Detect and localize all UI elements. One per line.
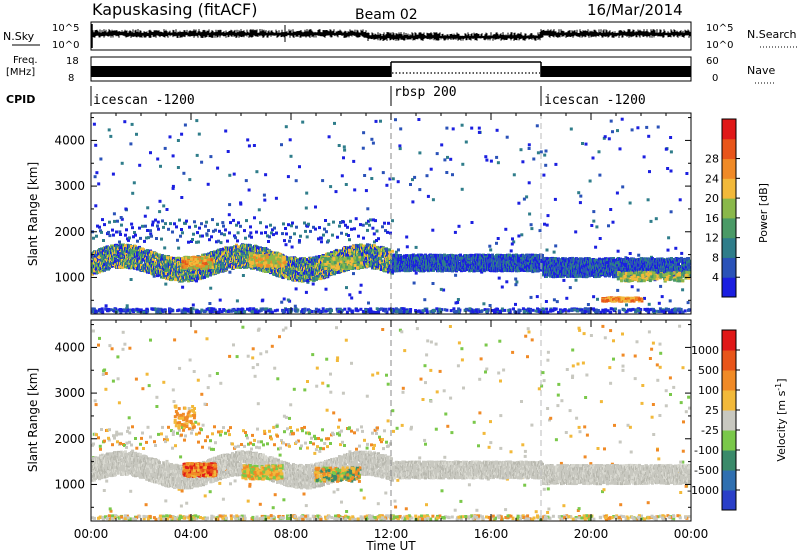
- colorbar-tick-label: 100: [698, 384, 719, 397]
- ytick-label: 2000: [54, 432, 85, 446]
- ytick-label: 1000: [54, 477, 85, 491]
- colorbar-swatch: [722, 350, 736, 371]
- freq-tick-bottom: 8: [68, 73, 74, 84]
- colorbar-swatch: [722, 450, 736, 471]
- ytick-label: 3000: [54, 179, 85, 193]
- nave-label: Nave: [747, 64, 775, 77]
- colorbar-tick-label: -25: [701, 424, 719, 437]
- nsky-label: N.Sky: [3, 30, 35, 43]
- colorbar-tick-label: 500: [698, 364, 719, 377]
- cpid-segment-2: rbsp 200: [394, 85, 457, 100]
- freq-block-3: [541, 66, 691, 77]
- colorbar-tick-label: -500: [694, 464, 719, 477]
- colorbar-tick-label: 28: [705, 153, 719, 166]
- beam-title: Beam 02: [355, 7, 418, 23]
- colorbar-swatch: [722, 470, 736, 491]
- colorbar-tick-label: -1000: [687, 484, 719, 497]
- colorbar-tick-label: 4: [712, 271, 719, 284]
- time-tick-label: 12:00: [374, 527, 409, 541]
- nsearch-tick-bottom: 10^0: [706, 40, 733, 51]
- nave-tick-bottom: 0: [712, 73, 718, 84]
- nave-tick-top: 60: [706, 56, 719, 67]
- colorbar-tick-label: 20: [705, 192, 719, 205]
- cpid-segment-1: icescan -1200: [93, 93, 195, 108]
- time-axis: 00:00 04:00 08:00 12:00 16:00 20:00 00:00: [74, 113, 709, 541]
- colorbar-tick-label: 1000: [691, 344, 719, 357]
- nsearch-tick-top: 10^5: [706, 23, 733, 34]
- cpid-label: CPID: [6, 93, 35, 106]
- nsky-tick-bottom: 10^0: [52, 40, 79, 51]
- colorbar-swatch: [722, 370, 736, 391]
- colorbar-tick-label: -100: [694, 444, 719, 457]
- nsky-tick-top: 10^5: [52, 23, 79, 34]
- colorbar-swatch: [722, 410, 736, 431]
- velocity-data: [91, 324, 691, 521]
- nsky-trace-line: [90, 29, 692, 41]
- colorbar-swatch: [722, 490, 736, 511]
- colorbar-swatch: [722, 277, 736, 298]
- colorbar-swatch: [722, 178, 736, 199]
- ytick-label: 4000: [54, 340, 85, 354]
- colorbar-swatch: [722, 217, 736, 239]
- freq-block-1: [91, 66, 391, 77]
- ytick-label: 1000: [54, 270, 85, 284]
- power-data: [91, 117, 691, 314]
- ytick-label: 2000: [54, 225, 85, 239]
- time-tick-label: 20:00: [574, 527, 609, 541]
- colorbar-swatch: [722, 430, 736, 451]
- freq-tick-top: 18: [66, 56, 79, 67]
- colorbar-swatch: [722, 198, 736, 219]
- time-tick-label: 00:00: [674, 527, 709, 541]
- colorbar-swatch: [722, 138, 736, 160]
- power-cbar-label: Power [dB]: [757, 183, 770, 243]
- nsky-strip: N.Sky 10^5 10^0 10^5 10^0 N.Search: [3, 21, 798, 51]
- power-ylabel: Slant Range [km]: [26, 162, 40, 266]
- freq-strip: Freq. [MHz] 18 8 60 0 Nave: [6, 55, 775, 84]
- time-tick-label: 08:00: [274, 527, 309, 541]
- colorbar-tick-label: 25: [705, 404, 719, 417]
- ytick-label: 4000: [54, 133, 85, 147]
- colorbar-swatch: [722, 119, 736, 140]
- nsky-trace: [90, 24, 692, 48]
- cpid-segment-3: icescan -1200: [544, 93, 646, 108]
- velocity-ylabel: Slant Range [km]: [26, 368, 40, 472]
- colorbar-tick-label: 16: [705, 212, 719, 225]
- colorbar-swatch: [722, 330, 736, 351]
- nsearch-label: N.Search: [747, 28, 797, 41]
- ytick-label: 3000: [54, 386, 85, 400]
- time-tick-label: 16:00: [474, 527, 509, 541]
- time-tick-label: 00:00: [74, 527, 109, 541]
- velocity-cbar-label: Velocity [m s-1]: [774, 378, 789, 461]
- cpid-strip: CPID icescan -1200 rbsp 200 icescan -120…: [6, 85, 646, 108]
- colorbar-tick-label: 12: [705, 232, 719, 245]
- power-panel: 1000 2000 3000 4000 Slant Range [km] 4 8 12 16…: [26, 112, 770, 315]
- colorbar-swatch: [722, 390, 736, 411]
- time-axis-label: Time UT: [365, 539, 416, 553]
- velocity-panel: 1000 2000 3000 4000 Slant Range [km] 1000 50…: [26, 319, 789, 522]
- colorbar-tick-label: 24: [705, 172, 719, 185]
- station-title: Kapuskasing (fitACF): [92, 0, 257, 19]
- colorbar-swatch: [722, 237, 736, 258]
- time-tick-label: 04:00: [174, 527, 209, 541]
- colorbar-swatch: [722, 158, 736, 179]
- colorbar-swatch: [722, 257, 736, 278]
- freq-unit: [MHz]: [6, 67, 35, 78]
- colorbar-tick-label: 8: [712, 251, 719, 264]
- date-title: 16/Mar/2014: [587, 1, 683, 19]
- freq-label: Freq.: [13, 55, 38, 66]
